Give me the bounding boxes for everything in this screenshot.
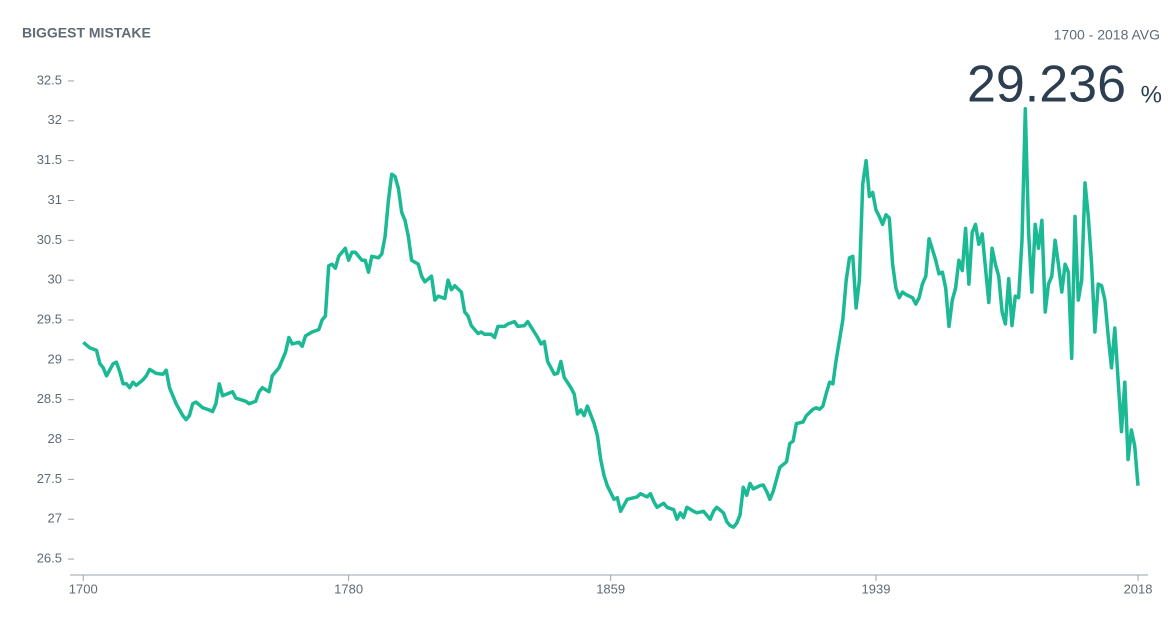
y-tick-label: 32 xyxy=(48,112,62,127)
y-tick-label: 31 xyxy=(48,192,62,207)
x-tick-label: 1859 xyxy=(596,581,625,596)
y-tick-label: 29.5 xyxy=(37,311,62,326)
chart-title: BIGGEST MISTAKE xyxy=(22,25,151,41)
y-tick-label: 29 xyxy=(48,351,62,366)
x-tick-label: 1780 xyxy=(334,581,363,596)
avg-value: 29.236 xyxy=(967,56,1126,114)
x-tick-label: 1939 xyxy=(862,581,891,596)
y-tick-label: 31.5 xyxy=(37,152,62,167)
y-tick-label: 30 xyxy=(48,272,62,287)
y-tick-label: 30.5 xyxy=(37,232,62,247)
y-tick-label: 32.5 xyxy=(37,72,62,87)
avg-unit: % xyxy=(1141,81,1162,108)
y-tick-label: 26.5 xyxy=(37,551,62,566)
y-tick-label: 27 xyxy=(48,511,62,526)
y-tick-label: 28 xyxy=(48,431,62,446)
y-tick-label: 28.5 xyxy=(37,391,62,406)
data-line xyxy=(82,107,1140,529)
avg-label: 1700 - 2018 AVG xyxy=(1054,27,1160,43)
y-tick-label: 27.5 xyxy=(37,471,62,486)
x-tick-label: 2018 xyxy=(1124,581,1153,596)
x-tick-label: 1700 xyxy=(69,581,98,596)
